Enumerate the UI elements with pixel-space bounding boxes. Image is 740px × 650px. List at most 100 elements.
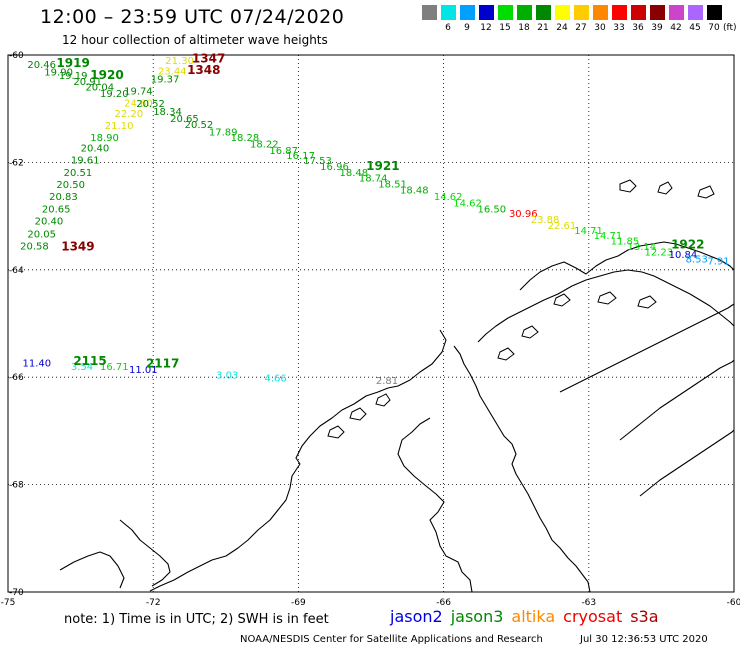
scale-label: 6: [445, 23, 451, 33]
island-outline: [597, 291, 617, 305]
wave-height-value: 20.65: [170, 114, 199, 125]
wave-height-value: 18.74: [359, 174, 388, 185]
wave-height-value: 23.88: [531, 215, 560, 226]
coastline: [59, 551, 125, 589]
wave-height-value: 18.34: [153, 107, 182, 118]
map-subtitle: 12 hour collection of altimeter wave hei…: [62, 33, 328, 47]
scale-swatch: [441, 5, 456, 20]
wave-height-value: 11.01: [129, 365, 158, 376]
island-outline: [697, 185, 715, 199]
scale-swatch: [650, 5, 665, 20]
wave-height-value: 20.04: [85, 82, 114, 93]
wave-height-value: 20.40: [81, 144, 110, 155]
wave-height-value: 18.28: [231, 133, 260, 144]
pass-time-label: 1920: [90, 68, 123, 82]
wave-height-value: 13.14: [628, 242, 657, 253]
wave-height-value: 20.40: [35, 217, 64, 228]
wave-height-value: 14.71: [594, 231, 623, 242]
scale-label: 70: [708, 23, 720, 33]
pass-time-label: 2117: [146, 357, 179, 371]
wave-height-value: 23.44: [158, 66, 187, 77]
coastline: [559, 303, 735, 393]
wave-height-value: 20.58: [20, 241, 49, 252]
map-title: 12:00 – 23:59 UTC 07/24/2020: [40, 6, 345, 28]
wave-height-value: 12.23: [644, 247, 673, 258]
latitude-tick-label: -66: [9, 373, 24, 383]
scale-swatch: [707, 5, 722, 20]
wave-height-value: 21.10: [105, 121, 134, 132]
scale-label: 12: [480, 23, 492, 33]
wave-height-value: 20.83: [49, 192, 78, 203]
wave-height-value: 19.90: [44, 67, 73, 78]
wave-height-value: 19.19: [59, 71, 88, 82]
scale-swatch: [517, 5, 532, 20]
island-outline: [619, 179, 637, 193]
coastline: [149, 329, 447, 592]
scale-swatch: [688, 5, 703, 20]
wave-height-value: 16.17: [286, 151, 315, 162]
longitude-tick-label: -63: [581, 598, 596, 608]
island-outline: [637, 295, 657, 309]
longitude-tick-label: -75: [1, 598, 16, 608]
wave-height-value: 20.46: [27, 60, 56, 71]
wave-height-value: 7.91: [707, 256, 729, 267]
wave-height-value: 18.22: [250, 139, 279, 150]
wave-height-value: 17.89: [209, 128, 238, 139]
satellite-legend-item: jason3: [450, 607, 504, 626]
wave-height-value: 20.50: [56, 180, 85, 191]
wave-height-value: 16.71: [100, 362, 129, 373]
scale-label: 45: [689, 23, 701, 33]
wave-height-value: 20.65: [42, 204, 71, 215]
credit-line: NOAA/NESDIS Center for Satellite Applica…: [240, 634, 543, 645]
coastline: [397, 417, 473, 593]
scale-label: 30: [594, 23, 606, 33]
wave-height-value: 11.85: [611, 237, 640, 248]
longitude-tick-label: -69: [291, 598, 306, 608]
wave-height-value: 20.91: [73, 77, 102, 88]
scale-label: 9: [464, 23, 470, 33]
island-outline: [521, 325, 539, 339]
pass-time-label: 1921: [366, 159, 399, 173]
wave-height-value: 20.51: [64, 168, 93, 179]
scale-label: 24: [556, 23, 568, 33]
wave-height-value: 8.53: [686, 254, 708, 265]
wave-height-value: 16.87: [269, 146, 298, 157]
wave-height-value: 11.40: [23, 358, 52, 369]
scale-swatch: [479, 5, 494, 20]
island-outline: [553, 293, 571, 307]
latitude-tick-label: -68: [9, 481, 24, 491]
scale-swatch: [422, 5, 437, 20]
satellite-legend-item: s3a: [630, 607, 659, 626]
scale-label: 33: [613, 23, 625, 33]
satellite-legend-item: cryosat: [563, 607, 623, 626]
wave-height-value: 19.61: [71, 155, 100, 166]
scale-swatch: [555, 5, 570, 20]
scale-label: 39: [651, 23, 663, 33]
scale-swatch: [669, 5, 684, 20]
longitude-tick-label: -72: [146, 598, 161, 608]
coastline: [639, 429, 735, 497]
scale-swatch: [536, 5, 551, 20]
wave-height-value: 22.61: [548, 221, 577, 232]
scale-label: 15: [499, 23, 511, 33]
wave-height-value: 18.51: [378, 180, 407, 191]
wave-height-value: 18.90: [90, 133, 119, 144]
map-frame: [7, 54, 735, 593]
wave-height-value: 22.20: [114, 109, 143, 120]
island-outline: [657, 181, 673, 195]
wave-height-value: 20.05: [27, 230, 56, 241]
wave-height-value: 19.74: [124, 87, 153, 98]
wave-height-value: 19.20: [100, 89, 129, 100]
scale-label: 21: [537, 23, 549, 33]
coastline: [477, 269, 735, 343]
pass-time-label: 1922: [671, 237, 704, 251]
wave-height-value: 17.53: [303, 156, 332, 167]
scale-unit: (ft): [723, 23, 737, 33]
wave-height-value: 18.48: [340, 168, 369, 179]
longitude-tick-label: -66: [436, 598, 451, 608]
wave-height-value: 30.96: [509, 209, 538, 220]
wave-height-value: 19.37: [151, 74, 180, 85]
wave-height-value: 10.84: [669, 250, 698, 261]
scale-swatch: [612, 5, 627, 20]
